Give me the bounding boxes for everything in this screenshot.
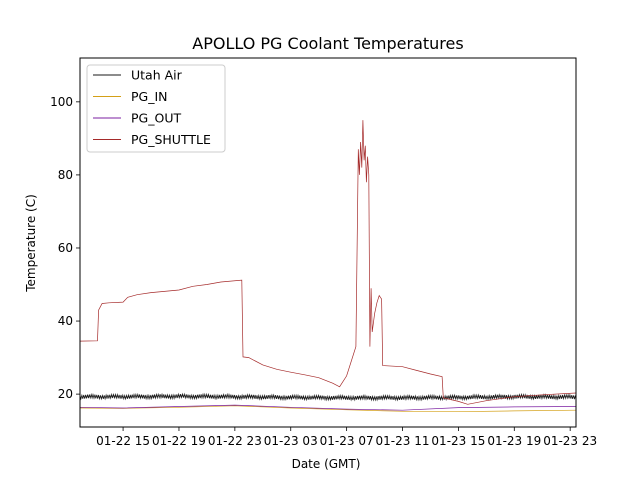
- legend-box: [86, 64, 226, 153]
- x-tick-label: 01-23 19: [487, 434, 541, 448]
- x-tick-label: 01-22 19: [152, 434, 206, 448]
- x-tick-label: 01-23 03: [264, 434, 318, 448]
- legend-label: Utah Air: [131, 68, 183, 83]
- series-line-pg-in: [79, 405, 577, 413]
- plot-frame: [79, 57, 577, 428]
- y-tick-label: 20: [58, 387, 73, 401]
- legend-label: PG_SHUTTLE: [131, 132, 211, 147]
- x-axis: 01-22 15 01-22 19 01-22 23 01-23 03 01-23 07…: [96, 427, 597, 448]
- legend: Utah Air PG_IN PG_OUT PG_SHUTTLE: [86, 64, 226, 153]
- y-tick-label: 40: [58, 314, 73, 328]
- chart-title: APOLLO PG Coolant Temperatures: [192, 34, 463, 53]
- x-tick-label: 01-22 23: [208, 434, 262, 448]
- x-tick-label: 01-23 15: [431, 434, 485, 448]
- series-line-utah-air: [79, 392, 576, 402]
- series-line-pg-shuttle: [79, 120, 577, 405]
- plot-lines: [79, 120, 577, 413]
- x-tick-label: 01-23 11: [376, 434, 430, 448]
- y-tick-label: 80: [58, 168, 73, 182]
- y-tick-label: 60: [58, 241, 73, 255]
- x-tick-label: 01-23 07: [320, 434, 374, 448]
- legend-label: PG_IN: [131, 89, 168, 104]
- x-tick-label: 01-23 23: [543, 434, 597, 448]
- y-tick-label: 100: [50, 95, 73, 109]
- series-line-pg-out: [79, 404, 577, 411]
- x-tick-label: 01-22 15: [96, 434, 150, 448]
- legend-label: PG_OUT: [131, 111, 181, 126]
- y-axis-label: Temperature (C): [24, 194, 38, 293]
- y-axis: 20 40 60 80 100: [50, 95, 80, 401]
- x-axis-label: Date (GMT): [292, 457, 361, 471]
